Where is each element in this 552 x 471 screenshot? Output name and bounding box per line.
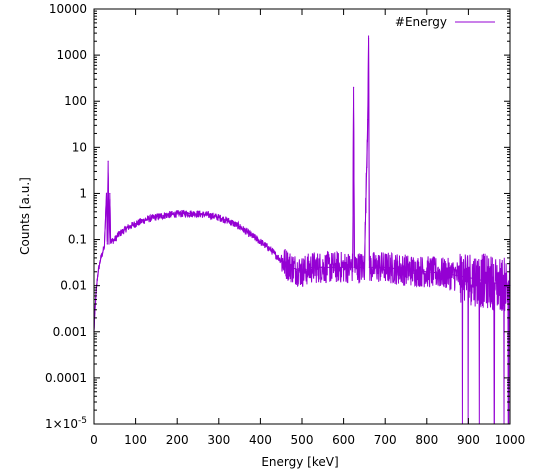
x-axis-title: Energy [keV] [261,455,338,469]
series-point [426,271,428,273]
series-layer [93,35,511,425]
series-point [369,266,371,268]
y-tick-label: 10000 [49,2,87,16]
x-tick-label: 500 [291,433,314,447]
series-point [107,160,109,162]
series-point [103,246,105,248]
series-line [93,38,511,332]
series-point [372,266,374,268]
x-tick-label: 300 [207,433,230,447]
series-point [166,214,168,216]
series-point [187,212,189,214]
series-point [96,278,98,280]
series-point [301,271,303,273]
y-tick-label: 1 [79,186,87,200]
series-point [114,238,116,241]
series-point [343,266,345,268]
series-point [105,192,108,195]
series-point [291,266,293,268]
series-point [126,227,128,229]
y-tick-label: 0.0001 [45,371,87,385]
series-point [101,252,103,255]
series-point [176,213,178,215]
series-point [467,276,469,279]
y-tick-label-base: 1×10 [45,417,78,431]
y-axis-ticks: 10000 1000 100 10 1 0.1 0.01 0.001 0.0001 1×10-5 [45,2,510,431]
series-point [270,249,272,251]
series-point [384,266,386,268]
y-tick-label: 0.001 [53,325,87,339]
series-point [110,241,112,243]
legend-series-label: #Energy [395,15,447,29]
series-point [97,271,99,273]
series-point [405,269,407,271]
x-tick-label: 0 [90,433,98,447]
y-axis-title: Counts [a.u.] [18,177,32,255]
y-tick-label: 0.1 [68,233,87,247]
legend: #Energy [395,15,495,29]
x-tick-label: 700 [374,433,397,447]
series-point [488,281,490,283]
series-point [259,241,261,243]
series-point [228,220,230,222]
series-point [368,266,370,268]
series-point [108,243,110,245]
series-point [352,266,354,268]
series-point [280,259,282,262]
series-point [106,243,108,245]
series-point [218,216,220,219]
series-point [249,233,251,235]
x-tick-label: 600 [332,433,355,447]
series-point [311,266,313,268]
series-point [352,86,355,88]
y-tick-label: 1×10-5 [45,416,87,431]
series-point [447,273,449,275]
series-point [322,266,324,268]
series-point [355,266,357,268]
x-tick-label: 200 [166,433,189,447]
series-point [145,219,147,221]
y-tick-label: 10 [72,140,87,154]
y-tick-label: 1000 [56,48,87,62]
series-point [367,37,370,40]
x-axis-ticks: 0 100 200 300 400 500 600 700 800 900 1000 [90,9,525,447]
x-tick-label: 800 [415,433,438,447]
series-point [367,118,369,121]
x-tick-label: 1000 [495,433,526,447]
x-tick-label: 400 [249,433,272,447]
y-tick-label-exponent: -5 [78,416,87,426]
series-point [197,213,199,215]
y-tick-label: 0.01 [60,279,87,293]
series-point [363,266,365,268]
series-point [109,192,111,195]
series-point [135,223,137,225]
series-point [94,312,96,315]
series-point [353,266,356,268]
series-point [207,214,209,216]
series-point [118,233,120,235]
y-tick-label: 100 [64,94,87,108]
series-point [99,259,101,262]
x-tick-label: 900 [457,433,480,447]
series-point [332,266,334,268]
series-point [155,216,157,218]
series-point [239,226,241,228]
x-tick-label: 100 [124,433,147,447]
